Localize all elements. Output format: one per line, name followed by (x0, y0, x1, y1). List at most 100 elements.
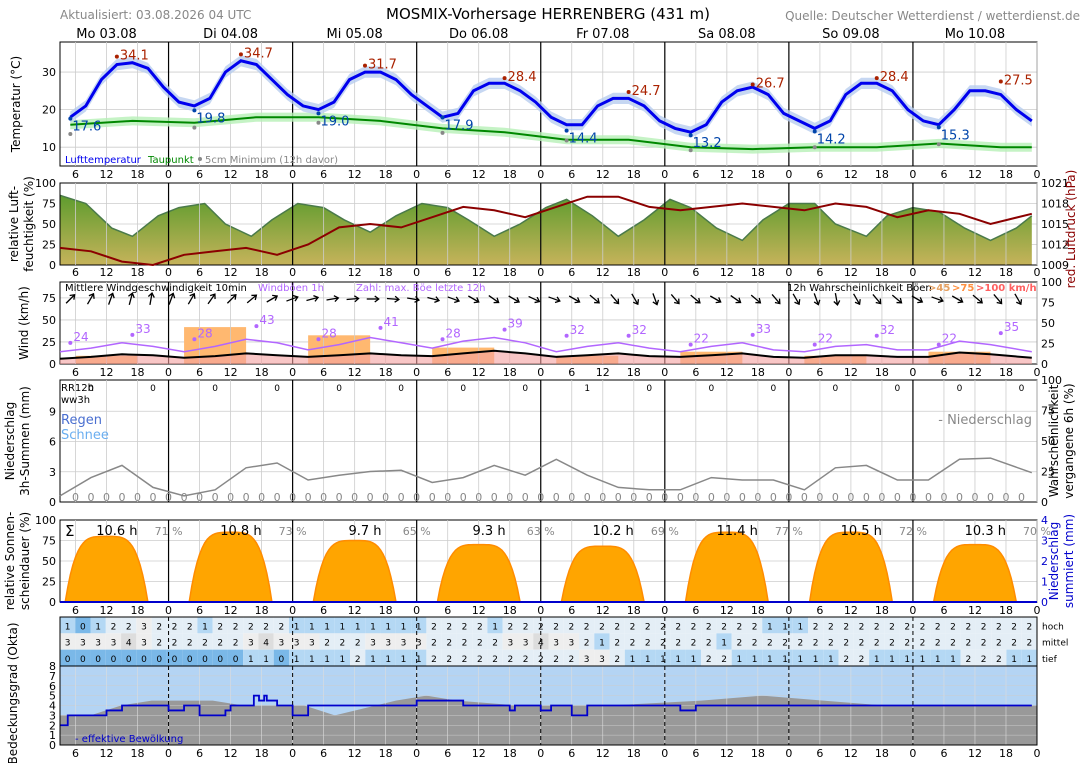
min5cm-point (936, 142, 941, 147)
cloud-level-value: 0 (65, 655, 71, 665)
gust-legend: Windböen 1h (258, 283, 324, 294)
sunshine-hours: 10.3 h (965, 524, 1006, 539)
sunshine-percent: 73 % (279, 525, 307, 538)
temp-ylabel: Temperatur (°C) (9, 56, 23, 153)
cloud-level-value: 2 (614, 639, 620, 649)
wind-arrow-head (977, 297, 983, 304)
cloud-level-value: 2 (965, 622, 971, 632)
sun-precip-y2tick: 0 (1041, 596, 1048, 609)
legend-snow: Schnee (61, 428, 109, 443)
wind-arrow-head (594, 297, 600, 304)
cloud-level-cell (731, 617, 747, 634)
cloud-level-cell (136, 649, 152, 666)
cloud-level-cell (1021, 617, 1037, 634)
wind-arrow-shaft (326, 297, 339, 301)
legend-rain: Regen (61, 413, 102, 428)
wind-arrow-shaft (993, 293, 1003, 305)
hour-tick-label: 18 (751, 747, 765, 760)
max-point (998, 79, 1003, 84)
cloud-level-value: 2 (111, 622, 117, 632)
cloud-level-cell (640, 649, 656, 666)
wind-arrow-head (854, 299, 861, 306)
precip-amount-label: 0 (956, 491, 963, 504)
wind-arrow (993, 293, 1003, 305)
cloud-level-value: 2 (278, 622, 284, 632)
cov-ytick: 1 (49, 729, 56, 742)
cloud-level-value: 2 (324, 639, 330, 649)
cloud-level-cell (258, 617, 274, 634)
precip-amount-label: 0 (661, 491, 668, 504)
wind-arrow-head (554, 296, 561, 304)
gust-max-label: 28 (197, 326, 212, 340)
gust-max-point (316, 337, 321, 342)
wind-arrow (86, 292, 95, 305)
rain-prob-y2tick: 50 (1041, 435, 1055, 448)
cloud-cover-area (60, 695, 1037, 745)
cloud-level-cell (151, 649, 167, 666)
rr12h-label: 0 (522, 384, 528, 394)
min5cm-point (812, 145, 817, 150)
cloud-level-value: 2 (828, 622, 834, 632)
cloud-level-value: 2 (736, 639, 742, 649)
hour-tick-label: 18 (131, 168, 145, 181)
hour-tick-label: 12 (968, 604, 982, 617)
cloud-level-cell (90, 617, 106, 634)
cloud-level-cell (579, 617, 595, 634)
pressure-y2tick: 1009 (1041, 259, 1069, 272)
page-title: MOSMIX-Vorhersage HERRENBERG (431 m) (386, 5, 710, 23)
cloud-level-cell (746, 649, 763, 666)
hour-tick-label: 12 (472, 168, 486, 181)
hour-tick-label: 0 (165, 168, 172, 181)
cloud-level-value: 2 (172, 639, 178, 649)
hour-tick-label: 6 (320, 168, 327, 181)
sunshine-percent: 70 % (1023, 525, 1051, 538)
hour-tick-label: 6 (444, 168, 451, 181)
rain-prob-y2tick: 25 (1041, 466, 1055, 479)
cloud-level-value: 0 (126, 655, 132, 665)
hour-tick-label: 6 (72, 266, 79, 279)
wind-arrow-shaft (528, 295, 540, 303)
cloud-level-cell (975, 649, 992, 666)
wind-arrow-head (514, 297, 520, 304)
gust-max-label: 33 (135, 322, 150, 336)
cloud-level-cell (502, 617, 518, 634)
cloud-level-value: 1 (370, 655, 376, 665)
precip-amount-label: 0 (336, 491, 343, 504)
hour-tick-label: 12 (224, 266, 238, 279)
cloud-level-cell (716, 649, 732, 666)
wind-arrow (631, 293, 640, 306)
cloud-level-cell (456, 633, 473, 650)
cloud-level-value: 2 (904, 639, 910, 649)
hour-tick-label: 18 (379, 266, 393, 279)
wind-arrow-head (574, 297, 581, 304)
hour-tick-label: 6 (320, 266, 327, 279)
min-label: 15.3 (941, 128, 970, 143)
cloud-level-value: 1 (904, 655, 910, 665)
cloud-level-cell (685, 649, 702, 666)
sunshine-area (312, 539, 397, 603)
cloud-level-value: 3 (599, 655, 605, 665)
cloud-level-cell (685, 617, 702, 634)
hour-tick-label: 0 (537, 747, 544, 760)
cloud-level-value: 2 (446, 655, 452, 665)
cloud-level-value: 2 (477, 655, 483, 665)
cov-ytick: 8 (49, 660, 56, 673)
precip-amount-label: 0 (150, 491, 157, 504)
wind-arrow-head (652, 299, 660, 306)
precip-amount-label: 0 (522, 491, 529, 504)
hour-tick-label: 6 (816, 366, 823, 379)
gust-max-label: 28 (446, 326, 461, 340)
wind-arrow-shaft (207, 293, 216, 305)
cloud-level-value: 2 (507, 655, 513, 665)
cloud-level-cell (319, 649, 335, 666)
hour-tick-label: 0 (1034, 168, 1041, 181)
precip-amount-label: 0 (599, 491, 606, 504)
cloud-level-cell (960, 633, 976, 650)
hour-tick-label: 0 (413, 266, 420, 279)
gust-max-point (130, 332, 135, 337)
cloud-level-cell (212, 617, 228, 634)
hour-tick-label: 18 (751, 168, 765, 181)
cloud-level-value: 1 (630, 655, 636, 665)
rr12h-label: 0 (398, 384, 404, 394)
cloud-level-cell (991, 633, 1007, 650)
